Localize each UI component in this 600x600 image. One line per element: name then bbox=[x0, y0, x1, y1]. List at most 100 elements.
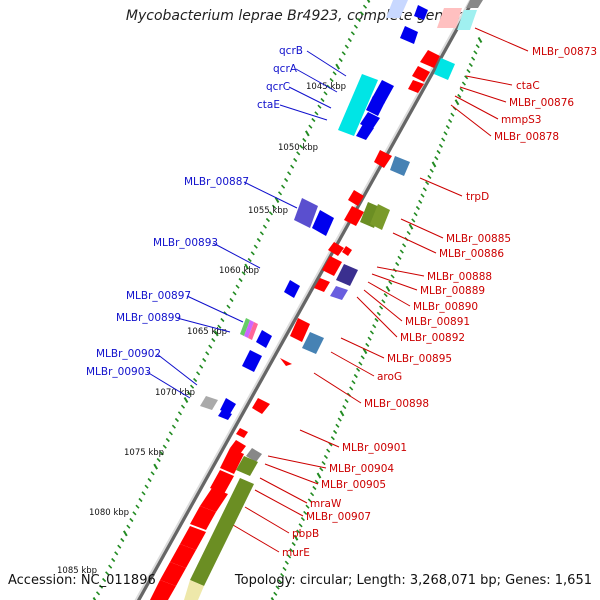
gene-block bbox=[437, 8, 462, 28]
gene-label: MLBr_00888 bbox=[427, 271, 492, 283]
gene-block bbox=[370, 204, 390, 230]
tick-mark bbox=[454, 99, 460, 106]
tick-mark bbox=[150, 471, 155, 476]
tick-mark bbox=[335, 63, 341, 70]
gene-label: pbpB bbox=[292, 528, 319, 540]
tick-mark bbox=[308, 124, 313, 129]
tick-mark bbox=[284, 177, 289, 183]
tick-mark bbox=[232, 291, 237, 296]
gene-label: MLBr_00873 bbox=[532, 46, 597, 58]
gene-arrow bbox=[314, 278, 330, 292]
gene-arrow bbox=[180, 526, 206, 550]
gene-block bbox=[184, 580, 204, 600]
tick-mark bbox=[339, 410, 345, 417]
gene-arrow bbox=[160, 562, 186, 586]
gene-arrow bbox=[218, 410, 232, 420]
gene-arrow bbox=[230, 440, 246, 454]
tick-mark bbox=[422, 187, 427, 192]
tick-mark bbox=[282, 566, 287, 571]
gene-label: ctaC bbox=[516, 80, 540, 92]
gene-block bbox=[244, 320, 254, 338]
tick-mark bbox=[418, 199, 423, 204]
tick-mark bbox=[372, 324, 377, 329]
tick-mark bbox=[349, 386, 354, 391]
tick-mark bbox=[304, 130, 310, 137]
tick-mark bbox=[303, 510, 308, 515]
gene-arrow bbox=[242, 350, 262, 372]
tick-mark bbox=[310, 492, 315, 497]
tick-mark bbox=[330, 436, 335, 441]
gene-label: ctaE bbox=[257, 99, 280, 111]
tick-mark bbox=[299, 144, 304, 149]
tick-mark bbox=[95, 591, 101, 596]
tick-mark bbox=[290, 164, 295, 169]
tick-mark bbox=[408, 223, 414, 230]
tick-mark bbox=[431, 161, 437, 168]
gene-block bbox=[386, 0, 408, 18]
tick-mark bbox=[464, 75, 469, 80]
kbp-label: 1070 kbp bbox=[155, 388, 195, 398]
tick-mark bbox=[374, 317, 379, 323]
gene-label: MLBr_00891 bbox=[405, 316, 470, 328]
tick-mark bbox=[332, 71, 337, 76]
tick-mark bbox=[238, 277, 243, 283]
tick-mark bbox=[144, 484, 149, 489]
tick-mark bbox=[92, 596, 97, 600]
gene-label: MLBr_00901 bbox=[342, 442, 407, 454]
tick-mark bbox=[356, 367, 361, 372]
tick-mark bbox=[362, 348, 368, 355]
gene-label: MLBr_00887 bbox=[184, 176, 249, 188]
tick-mark bbox=[162, 444, 167, 449]
gene-block bbox=[246, 448, 262, 462]
tick-mark bbox=[300, 517, 305, 522]
tick-mark bbox=[356, 17, 361, 23]
gene-label: MLBr_00898 bbox=[364, 398, 429, 410]
tick-mark bbox=[186, 391, 192, 396]
gene-label: MLBr_00904 bbox=[329, 463, 394, 475]
gene-arrow bbox=[342, 246, 352, 256]
gene-arrow bbox=[374, 150, 392, 168]
tick-mark bbox=[434, 156, 439, 161]
gene-label: qcrA bbox=[273, 63, 298, 75]
tick-mark bbox=[293, 157, 298, 163]
tick-mark bbox=[399, 249, 404, 254]
tick-mark bbox=[273, 591, 278, 596]
tick-mark bbox=[268, 211, 273, 216]
tick-mark bbox=[457, 93, 462, 99]
kbp-ticks-left bbox=[92, 0, 371, 600]
tick-mark bbox=[281, 184, 286, 189]
tick-mark bbox=[141, 491, 146, 496]
tick-mark bbox=[397, 255, 402, 260]
tick-mark bbox=[326, 448, 331, 453]
tick-mark bbox=[448, 118, 453, 123]
gene-block bbox=[338, 74, 378, 136]
gene-arrow bbox=[252, 398, 270, 414]
gene-arrow bbox=[220, 398, 236, 414]
gene-arrow bbox=[414, 5, 428, 20]
gene-label: qcrC bbox=[266, 81, 290, 93]
kbp-label: 1065 kbp bbox=[187, 327, 227, 337]
tick-mark bbox=[323, 454, 328, 459]
tick-mark bbox=[307, 498, 312, 503]
gene-label: qcrB bbox=[279, 45, 303, 57]
kbp-label: 1075 kbp bbox=[124, 448, 164, 458]
tick-mark bbox=[342, 405, 347, 410]
tick-mark bbox=[353, 24, 358, 29]
gene-arrow bbox=[328, 242, 344, 256]
gene-block bbox=[248, 322, 258, 340]
tick-mark bbox=[174, 417, 179, 423]
gene-arrow bbox=[356, 124, 374, 140]
tick-mark bbox=[450, 112, 455, 117]
tick-mark bbox=[293, 534, 299, 541]
gene-block bbox=[302, 332, 324, 354]
tick-mark bbox=[289, 548, 294, 553]
tick-mark bbox=[122, 530, 128, 537]
gene-label: mraW bbox=[310, 498, 342, 510]
gene-label: MLBr_00876 bbox=[509, 97, 574, 109]
gene-label: MLBr_00890 bbox=[413, 301, 478, 313]
gene-arrow bbox=[210, 470, 234, 494]
gene-arrow bbox=[412, 66, 430, 82]
accession-text: Accession: NC_011896 bbox=[8, 573, 156, 588]
tick-mark bbox=[347, 37, 352, 43]
